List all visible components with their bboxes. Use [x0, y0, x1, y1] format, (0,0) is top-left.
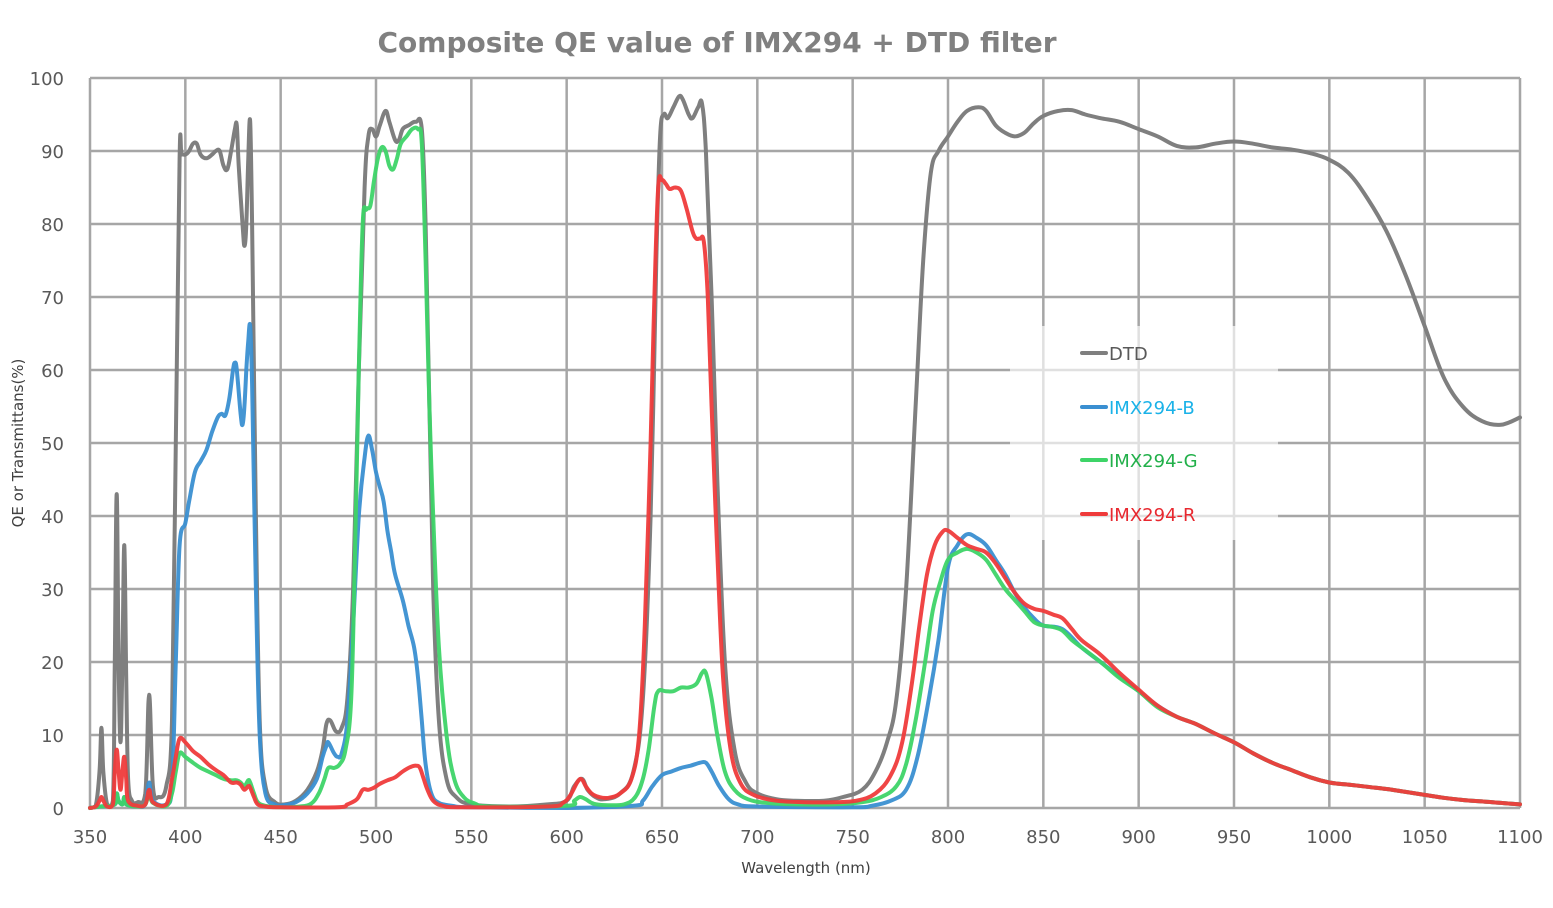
y-tick-label: 80 — [41, 215, 64, 236]
y-tick-label: 100 — [30, 69, 64, 90]
series-line-dtd — [88, 93, 1522, 810]
y-axis-ticks: 0 10 20 30 40 50 60 70 80 90 100 — [30, 69, 64, 820]
y-tick-label: 70 — [41, 288, 64, 309]
x-tick-label: 1050 — [1402, 827, 1448, 848]
y-tick-label: 10 — [41, 726, 64, 747]
x-tick-label: 550 — [454, 827, 488, 848]
legend-box — [1010, 326, 1278, 540]
x-tick-label: 800 — [931, 827, 965, 848]
x-tick-label: 350 — [73, 827, 107, 848]
y-tick-label: 0 — [53, 799, 64, 820]
x-tick-label: 450 — [263, 827, 297, 848]
x-tick-label: 650 — [645, 827, 679, 848]
y-tick-label: 20 — [41, 653, 64, 674]
legend-label: IMX294-G — [1109, 451, 1198, 472]
legend-background — [1010, 326, 1278, 540]
legend-item-imx294-g: IMX294-G — [1080, 451, 1198, 472]
x-tick-label: 400 — [168, 827, 202, 848]
series-line-imx294-r — [88, 174, 1522, 810]
x-tick-label: 500 — [359, 827, 393, 848]
legend: DTD IMX294-B IMX294-G IMX294-R — [1080, 344, 1198, 526]
legend-item-dtd: DTD — [1080, 344, 1148, 365]
x-tick-label: 900 — [1121, 827, 1155, 848]
legend-label: IMX294-R — [1109, 505, 1196, 526]
x-tick-label: 850 — [1026, 827, 1060, 848]
legend-label: IMX294-B — [1109, 398, 1195, 419]
x-axis-ticks: 350 400 450 500 550 600 650 700 750 800 850 900 950 1… — [73, 827, 1543, 848]
y-tick-label: 60 — [41, 361, 64, 382]
x-tick-label: 1100 — [1497, 827, 1543, 848]
legend-label: DTD — [1109, 344, 1148, 365]
legend-item-imx294-b: IMX294-B — [1080, 398, 1195, 419]
x-tick-label: 950 — [1217, 827, 1251, 848]
y-tick-label: 50 — [41, 434, 64, 455]
x-tick-label: 700 — [740, 827, 774, 848]
x-tick-label: 600 — [549, 827, 583, 848]
y-tick-label: 90 — [41, 142, 64, 163]
x-tick-label: 1000 — [1306, 827, 1352, 848]
x-axis-label: Wavelength (nm) — [741, 859, 871, 877]
y-axis-label: QE or Transmittans(%) — [9, 359, 27, 528]
grid — [88, 76, 1522, 810]
y-tick-label: 30 — [41, 580, 64, 601]
legend-item-imx294-r: IMX294-R — [1080, 505, 1196, 526]
chart-title: Composite QE value of IMX294 + DTD filte… — [377, 26, 1056, 59]
y-tick-label: 40 — [41, 507, 64, 528]
series-layer — [88, 93, 1522, 810]
x-tick-label: 750 — [835, 827, 869, 848]
series-line-imx294-g — [88, 125, 1522, 810]
